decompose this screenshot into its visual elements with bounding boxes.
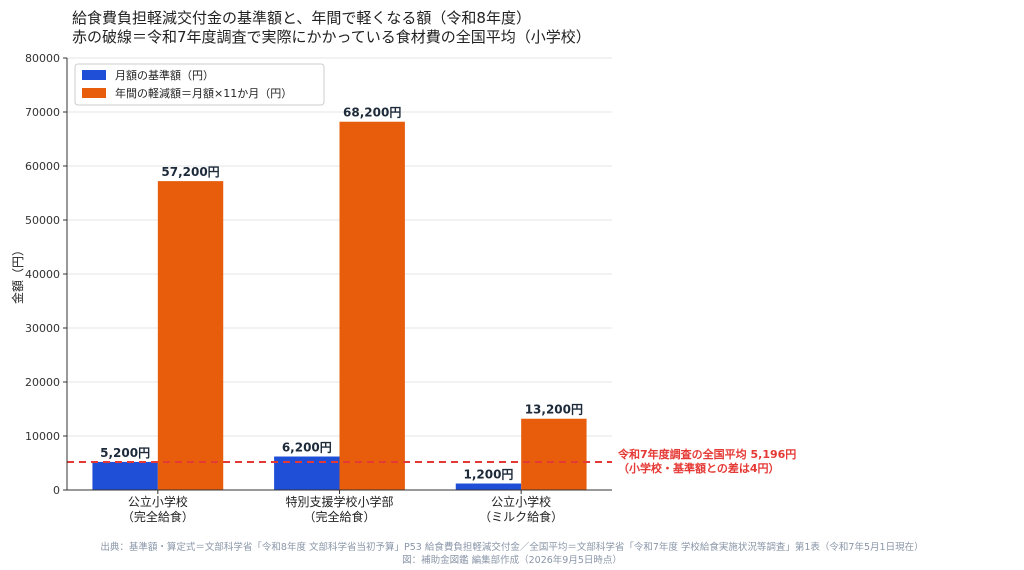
bar-value-label: 6,200円	[282, 441, 332, 455]
axes	[63, 57, 612, 494]
chart-title-line2: 赤の破線＝令和7年度調査で実際にかかっている食材費の全国平均（小学校）	[72, 28, 591, 46]
legend: 月額の基準額（円） 年間の軽減額＝月額×11か月（円）	[74, 63, 325, 106]
x-tick-label-line2: （完全給食）	[122, 509, 194, 524]
y-tick-label: 20000	[25, 376, 60, 389]
bar-value-label: 5,200円	[100, 446, 150, 460]
x-tick-labels: 公立小学校（完全給食）特別支援学校小学部（完全給食）公立小学校（ミルク給食）	[122, 494, 563, 524]
source-note: 出典：基準額・算定式＝文部科学省「令和8年度 文部科学省当初予算」P53 給食費…	[100, 542, 924, 553]
y-tick-label: 50000	[25, 214, 60, 227]
bar-annual	[157, 181, 224, 490]
x-tick-label-line2: （ミルク給食）	[479, 509, 563, 524]
credit-note: 図：補助金図鑑 編集部作成（2026年9月5日時点）	[402, 555, 622, 566]
x-tick-label-line1: 公立小学校	[491, 494, 551, 509]
legend-swatch	[82, 88, 106, 98]
x-tick-label-line1: 特別支援学校小学部	[285, 494, 393, 509]
bar-annual	[521, 418, 587, 490]
y-axis-label: 金額（円）	[10, 244, 25, 304]
bar-annual	[339, 121, 405, 490]
legend-label: 月額の基準額（円）	[115, 68, 214, 82]
y-tick-label: 0	[53, 484, 60, 497]
chart-title: 給食費負担軽減交付金の基準額と、年間で軽くなる額（令和8年度） 赤の破線＝令和7…	[72, 9, 591, 47]
bar-monthly	[455, 483, 522, 490]
bar-value-label: 68,200円	[343, 106, 401, 120]
y-tick-label: 70000	[25, 106, 60, 119]
legend-label: 年間の軽減額＝月額×11か月（円）	[115, 86, 292, 100]
y-axis-label-group: 金額（円）	[10, 244, 25, 304]
chart-title-line1: 給食費負担軽減交付金の基準額と、年間で軽くなる額（令和8年度）	[72, 9, 531, 27]
bar-monthly	[92, 461, 158, 490]
bar-value-label: 13,200円	[525, 403, 583, 417]
x-tick-label-line2: （完全給食）	[303, 509, 375, 524]
bars	[92, 121, 587, 490]
y-tick-label: 10000	[25, 430, 60, 443]
y-tick-label: 40000	[25, 268, 60, 281]
y-tick-label: 60000	[25, 160, 60, 173]
x-tick-label-line1: 公立小学校	[128, 494, 188, 509]
y-tick-label: 80000	[25, 52, 60, 65]
y-tick-labels: 0 10000 20000 30000 40000 50000 60000 70000 8000…	[25, 52, 60, 497]
legend-box	[74, 63, 325, 106]
legend-swatch	[82, 70, 106, 80]
reference-line-group: 令和7年度調査の全国平均 5,196円（小学校・基準額との差は4円）	[67, 447, 796, 475]
reference-line-label-line1: 令和7年度調査の全国平均 5,196円	[617, 447, 796, 461]
reference-line-label-line2: （小学校・基準額との差は4円）	[618, 461, 780, 475]
bar-value-label: 1,200円	[463, 468, 513, 482]
bar-value-labels: 5,200円 57,200円 6,200円 68,200円 1,200円 13,200円	[100, 106, 583, 482]
bar-value-label: 57,200円	[161, 165, 219, 179]
y-tick-label: 30000	[25, 322, 60, 335]
